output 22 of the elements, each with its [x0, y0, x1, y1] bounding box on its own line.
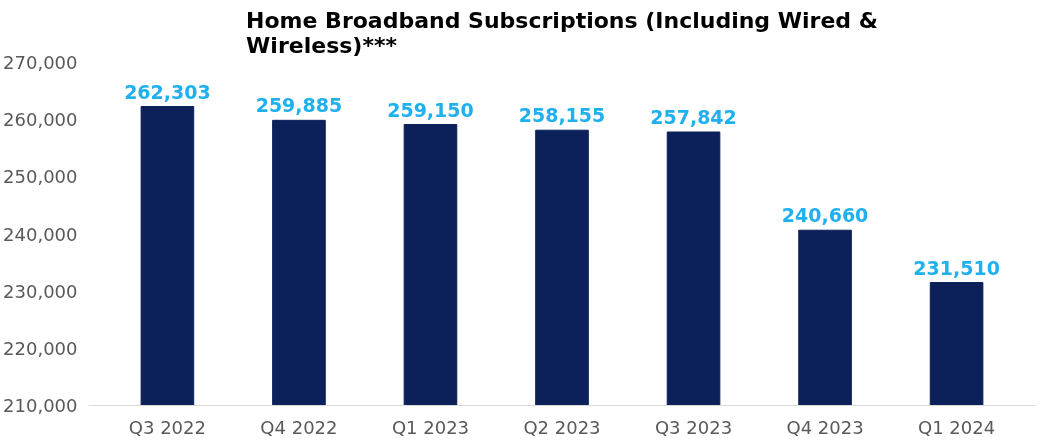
- y-tick-label: 270,000: [3, 52, 78, 73]
- x-tick-label: Q2 2023: [523, 416, 601, 438]
- x-tick-label: Q3 2022: [128, 416, 206, 438]
- chart-title: Home Broadband Subscriptions (Including Wired & Wireless)***: [246, 7, 878, 58]
- x-tick-label: Q1 2024: [918, 416, 996, 438]
- data-label: 257,842: [650, 106, 737, 128]
- y-tick-label: 220,000: [3, 337, 78, 359]
- data-label: 262,303: [124, 80, 211, 103]
- data-label: 259,150: [387, 98, 474, 121]
- y-tick-label: 240,000: [3, 223, 78, 245]
- x-tick-label: Q1 2023: [391, 416, 470, 438]
- x-tick-label: Q3 2023: [654, 416, 733, 438]
- data-label: 258,155: [518, 104, 606, 127]
- y-tick-label: 250,000: [3, 166, 78, 188]
- y-tick-label: 210,000: [3, 395, 78, 416]
- y-tick-label: 260,000: [3, 109, 78, 131]
- data-label: 259,885: [255, 94, 343, 117]
- y-tick-label: 230,000: [3, 280, 78, 302]
- x-tick-label: Q4 2022: [260, 416, 338, 438]
- data-label: 231,510: [913, 256, 1000, 279]
- x-tick-label: Q4 2023: [786, 416, 864, 438]
- data-label: 240,660: [781, 204, 869, 227]
